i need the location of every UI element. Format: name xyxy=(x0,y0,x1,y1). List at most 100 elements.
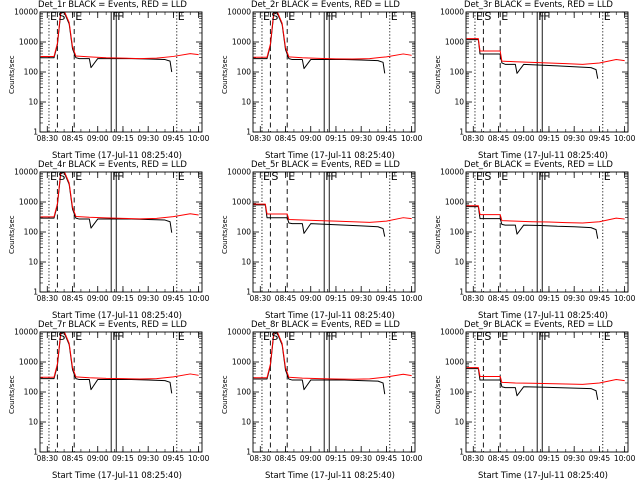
y-tick-label: 1000 xyxy=(445,198,464,207)
series-line-events xyxy=(253,204,386,237)
y-tick-label: 1 xyxy=(33,128,38,137)
marker-label: E xyxy=(75,330,82,343)
chart-plot: 1 10 100 1000 10000 08:30 08:45 09:00 09:15 09:30… xyxy=(440,8,636,144)
series-line-lld xyxy=(466,205,625,224)
x-axis-title: Start Time (17-Jul-11 08:25:40) xyxy=(478,471,608,481)
marker-label: E xyxy=(50,170,57,183)
x-tick-label: 10:00 xyxy=(188,294,210,303)
plot-frame xyxy=(252,171,416,293)
marker-label: F xyxy=(117,170,123,183)
marker-label: S xyxy=(58,170,65,183)
x-tick-label: 08:30 xyxy=(36,294,58,303)
x-tick-label: 09:00 xyxy=(513,454,535,463)
chart-plot: 1 10 100 1000 10000 08:30 08:45 09:00 09:15 09:30… xyxy=(227,328,423,464)
y-tick-label: 1 xyxy=(459,288,464,297)
x-tick-label: 08:30 xyxy=(462,134,484,143)
y-tick-label: 10 xyxy=(241,418,251,427)
chart-title: Det_7r BLACK = Events, RED = LLD xyxy=(38,320,187,330)
x-tick-label: 09:15 xyxy=(112,294,134,303)
chart-title: Det_4r BLACK = Events, RED = LLD xyxy=(38,160,187,170)
chart-plot: 1 10 100 1000 10000 08:30 08:45 09:00 09:15 09:30… xyxy=(14,168,210,304)
marker-label: E xyxy=(178,10,185,23)
x-axis-title: Start Time (17-Jul-11 08:25:40) xyxy=(478,311,608,321)
y-tick-label: 1 xyxy=(33,288,38,297)
marker-label: E xyxy=(263,330,270,343)
series-line-lld xyxy=(40,332,199,380)
marker-label: F xyxy=(117,10,123,23)
marker-label: F xyxy=(325,170,331,183)
y-tick-label: 1000 xyxy=(19,38,38,47)
marker-label: E xyxy=(263,10,270,23)
y-tick-label: 1000 xyxy=(232,198,251,207)
x-tick-label: 08:45 xyxy=(488,454,510,463)
marker-label: F xyxy=(538,10,544,23)
chart-title: Det_1r BLACK = Events, RED = LLD xyxy=(38,0,187,10)
chart-panel: Det_7r BLACK = Events, RED = LLD Start Ti… xyxy=(0,320,213,481)
x-tick-label: 09:15 xyxy=(325,134,347,143)
y-tick-label: 100 xyxy=(237,388,252,397)
marker-label: F xyxy=(543,10,549,23)
x-tick-label: 09:30 xyxy=(350,294,372,303)
marker-label: E xyxy=(476,330,483,343)
chart-panel: Det_1r BLACK = Events, RED = LLD Start Ti… xyxy=(0,0,213,161)
series-line-lld xyxy=(253,332,412,380)
marker-label: F xyxy=(330,170,336,183)
x-tick-label: 08:30 xyxy=(36,454,58,463)
marker-label: E xyxy=(501,170,508,183)
y-tick-label: 10000 xyxy=(227,328,251,337)
plot-layer xyxy=(253,332,412,452)
marker-label: F xyxy=(330,330,336,343)
marker-label: S xyxy=(58,330,65,343)
marker-label: E xyxy=(501,10,508,23)
y-tick-label: 100 xyxy=(24,388,39,397)
series-line-lld xyxy=(466,367,625,385)
y-tick-label: 10 xyxy=(241,98,251,107)
y-tick-label: 1000 xyxy=(232,38,251,47)
series-line-lld xyxy=(466,38,625,65)
y-tick-label: 10000 xyxy=(440,168,464,177)
x-tick-label: 09:30 xyxy=(563,294,585,303)
marker-label: E xyxy=(391,170,398,183)
y-tick-label: 10 xyxy=(454,418,464,427)
x-tick-label: 08:45 xyxy=(275,454,297,463)
marker-label: E xyxy=(50,330,57,343)
marker-label: E xyxy=(288,170,295,183)
chart-plot: 1 10 100 1000 10000 08:30 08:45 09:00 09:15 09:30… xyxy=(227,168,423,304)
x-tick-label: 09:00 xyxy=(513,134,535,143)
y-tick-label: 1000 xyxy=(445,38,464,47)
plot-layer xyxy=(466,332,625,452)
series-line-events xyxy=(466,206,599,239)
marker-label: E xyxy=(391,330,398,343)
chart-title: Det_8r BLACK = Events, RED = LLD xyxy=(251,320,400,330)
x-tick-label: 09:45 xyxy=(163,454,185,463)
y-tick-label: 100 xyxy=(24,68,39,77)
y-tick-label: 10000 xyxy=(14,328,38,337)
chart-title: Det_5r BLACK = Events, RED = LLD xyxy=(251,160,400,170)
y-tick-label: 10 xyxy=(28,258,38,267)
y-tick-label: 10 xyxy=(241,258,251,267)
plot-layer xyxy=(40,172,199,292)
x-tick-label: 09:00 xyxy=(87,454,109,463)
chart-panel: Det_8r BLACK = Events, RED = LLD Start Ti… xyxy=(213,320,426,481)
marker-label: E xyxy=(391,10,398,23)
marker-label: S xyxy=(484,10,491,23)
x-tick-label: 09:30 xyxy=(137,454,159,463)
marker-label: E xyxy=(604,170,611,183)
y-tick-label: 100 xyxy=(237,68,252,77)
y-tick-label: 10 xyxy=(454,258,464,267)
x-tick-label: 08:45 xyxy=(275,134,297,143)
chart-panel: Det_2r BLACK = Events, RED = LLD Start Ti… xyxy=(213,0,426,161)
chart-plot: 1 10 100 1000 10000 08:30 08:45 09:00 09:15 09:30… xyxy=(14,8,210,144)
marker-label: F xyxy=(325,330,331,343)
chart-panel: Det_4r BLACK = Events, RED = LLD Start Ti… xyxy=(0,160,213,321)
marker-label: E xyxy=(288,330,295,343)
x-tick-label: 10:00 xyxy=(614,454,636,463)
x-tick-label: 09:45 xyxy=(589,294,611,303)
chart-title: Det_2r BLACK = Events, RED = LLD xyxy=(251,0,400,10)
plot-layer xyxy=(466,172,625,292)
x-tick-label: 10:00 xyxy=(188,134,210,143)
marker-label: S xyxy=(484,170,491,183)
x-tick-label: 08:30 xyxy=(249,294,271,303)
x-axis-title: Start Time (17-Jul-11 08:25:40) xyxy=(265,471,395,481)
series-line-lld xyxy=(40,172,199,220)
